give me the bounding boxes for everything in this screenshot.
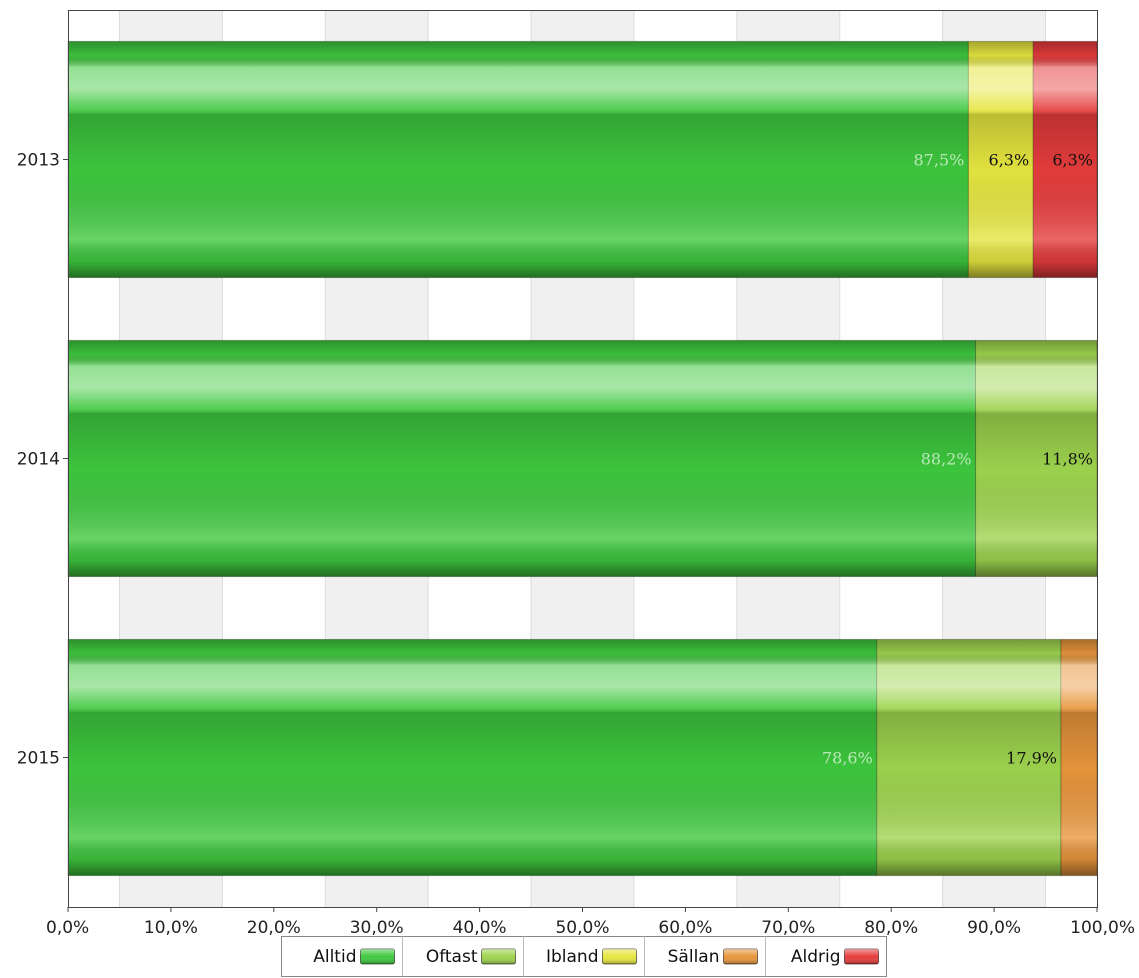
bar-segment-gloss — [1033, 41, 1097, 278]
y-tick-label: 2015 — [17, 749, 60, 769]
data-label: 78,6% — [822, 749, 873, 768]
data-label: 88,2% — [921, 450, 972, 469]
legend-swatch-gloss — [602, 949, 637, 964]
x-tick-label: 100,0% — [1070, 918, 1135, 938]
bar-segment-gloss — [68, 41, 969, 278]
y-tick-label: 2014 — [17, 450, 60, 470]
x-tick-label: 40,0% — [453, 918, 507, 938]
legend-label: Alltid — [313, 947, 356, 967]
bar-segment-gloss — [968, 41, 1034, 278]
legend-swatch-gloss — [481, 949, 516, 964]
data-label: 6,3% — [989, 151, 1030, 170]
legend-swatch-gloss — [723, 949, 758, 964]
legend-swatch-gloss — [844, 949, 879, 964]
legend-label: Sällan — [668, 947, 720, 967]
x-tick-label: 60,0% — [658, 918, 712, 938]
bar-segment-gloss — [876, 639, 1061, 876]
data-label: 17,9% — [1006, 749, 1057, 768]
x-tick-label: 50,0% — [555, 918, 609, 938]
x-tick-label: 90,0% — [967, 918, 1021, 938]
data-label: 87,5% — [914, 151, 965, 170]
bars — [67, 40, 1098, 877]
legend-label: Ibland — [546, 947, 599, 967]
legend-item-aldrig: Aldrig — [791, 947, 879, 967]
bar-segment-gloss — [68, 639, 877, 876]
legend-item-oftast: Oftast — [426, 947, 516, 967]
data-label: 11,8% — [1042, 450, 1093, 469]
legend-item-alltid: Alltid — [313, 947, 395, 967]
bar-segment-gloss — [68, 340, 976, 577]
legend-label: Oftast — [426, 947, 478, 967]
axes: 2013 2014 2015 0,0% 10,0% 20,0% 30,0% 40,0% 50,0… — [17, 151, 1135, 939]
x-tick-label: 30,0% — [350, 918, 404, 938]
y-tick-label: 2013 — [17, 151, 60, 171]
data-label: 6,3% — [1052, 151, 1093, 170]
legend-label: Aldrig — [791, 947, 841, 967]
x-tick-label: 20,0% — [247, 918, 301, 938]
x-tick-label: 70,0% — [761, 918, 815, 938]
legend-item-ibland: Ibland — [546, 947, 637, 967]
x-tick-label: 80,0% — [864, 918, 918, 938]
x-tick-label: 0,0% — [46, 918, 89, 938]
x-tick-label: 10,0% — [144, 918, 198, 938]
bar-segment-gloss — [975, 340, 1097, 577]
legend-swatch-gloss — [360, 949, 395, 964]
legend: Alltid Oftast Ibland Sällan Aldrig — [281, 936, 887, 977]
data-labels: 87,5% 6,3% 6,3% 88,2% 11,8% 78,6% 17,9% — [822, 151, 1093, 768]
bar-segment-gloss — [1060, 639, 1097, 876]
legend-item-sällan: Sällan — [668, 947, 758, 967]
